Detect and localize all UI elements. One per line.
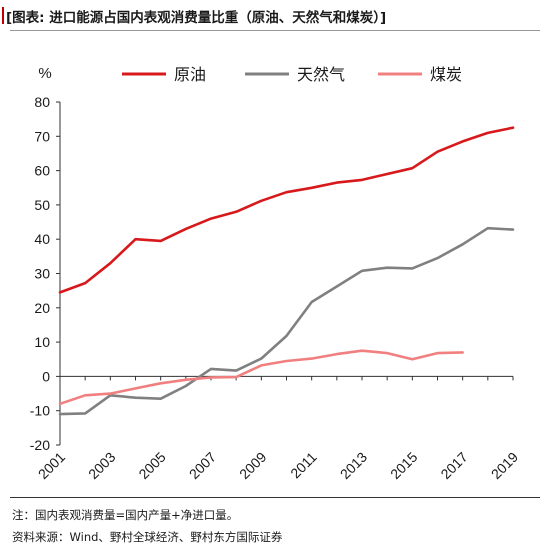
y-tick-label: 10 [34,334,50,350]
series-line-3 [58,349,465,406]
x-tick-label: 2005 [135,449,168,482]
legend-label-1: 原油 [174,65,206,84]
series-line-2 [58,226,515,416]
x-tick-label: 2007 [186,449,219,482]
chart-note: 注：国内表观消费量=国内产量+净进口量。 [12,508,239,522]
x-tick-label: 2019 [488,449,521,482]
title-bracket-close: ] [380,10,387,26]
footer-divider [10,497,540,498]
x-tick-label: 2001 [35,449,68,482]
y-tick-label: -20 [30,437,50,453]
y-tick-label: 50 [34,197,50,213]
series-line-1 [58,126,515,294]
x-tick-label: 2017 [437,449,470,482]
y-tick-label: 20 [34,300,50,316]
x-tick-label: 2013 [337,449,370,482]
y-axis-label: % [38,65,51,82]
chart-title-bar: [图表: 进口能源占国内表观消费量比重（原油、天然气和煤炭）] [2,6,387,26]
y-tick-label: 30 [34,266,50,282]
title-bracket-open: [ [6,10,13,26]
y-tick-label: 70 [34,128,50,144]
chart-source: 资料来源：Wind、野村全球经济、野村东方国际证券 [12,530,283,544]
line-chart: -20 -10 0 10 20 30 40 50 60 70 80% 2001 2003 2005 2007… [30,65,521,482]
title-divider [10,30,540,31]
y-tick-label: 60 [34,163,50,179]
y-tick-label: -10 [30,403,50,419]
y-tick-label: 40 [34,231,50,247]
x-tick-label: 2015 [387,449,420,482]
chart-title: 图表: 进口能源占国内表观消费量比重（原油、天然气和煤炭） [12,10,381,26]
legend-label-3: 煤炭 [430,65,462,84]
legend-label-2: 天然气 [297,65,345,84]
y-tick-label: 0 [42,368,50,384]
x-tick-label: 2011 [287,449,320,482]
x-tick-label: 2003 [85,449,118,482]
x-tick-label: 2009 [236,449,269,482]
title-accent [2,7,4,24]
y-tick-label: 80 [34,94,50,110]
